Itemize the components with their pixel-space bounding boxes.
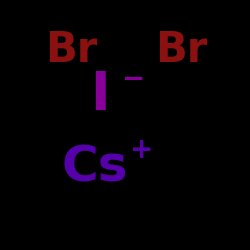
Text: −: − [122,65,146,93]
Text: +: + [130,136,153,164]
Text: I: I [90,69,110,121]
Text: Br: Br [45,29,97,71]
Text: Br: Br [155,29,207,71]
Text: Cs: Cs [62,144,128,192]
